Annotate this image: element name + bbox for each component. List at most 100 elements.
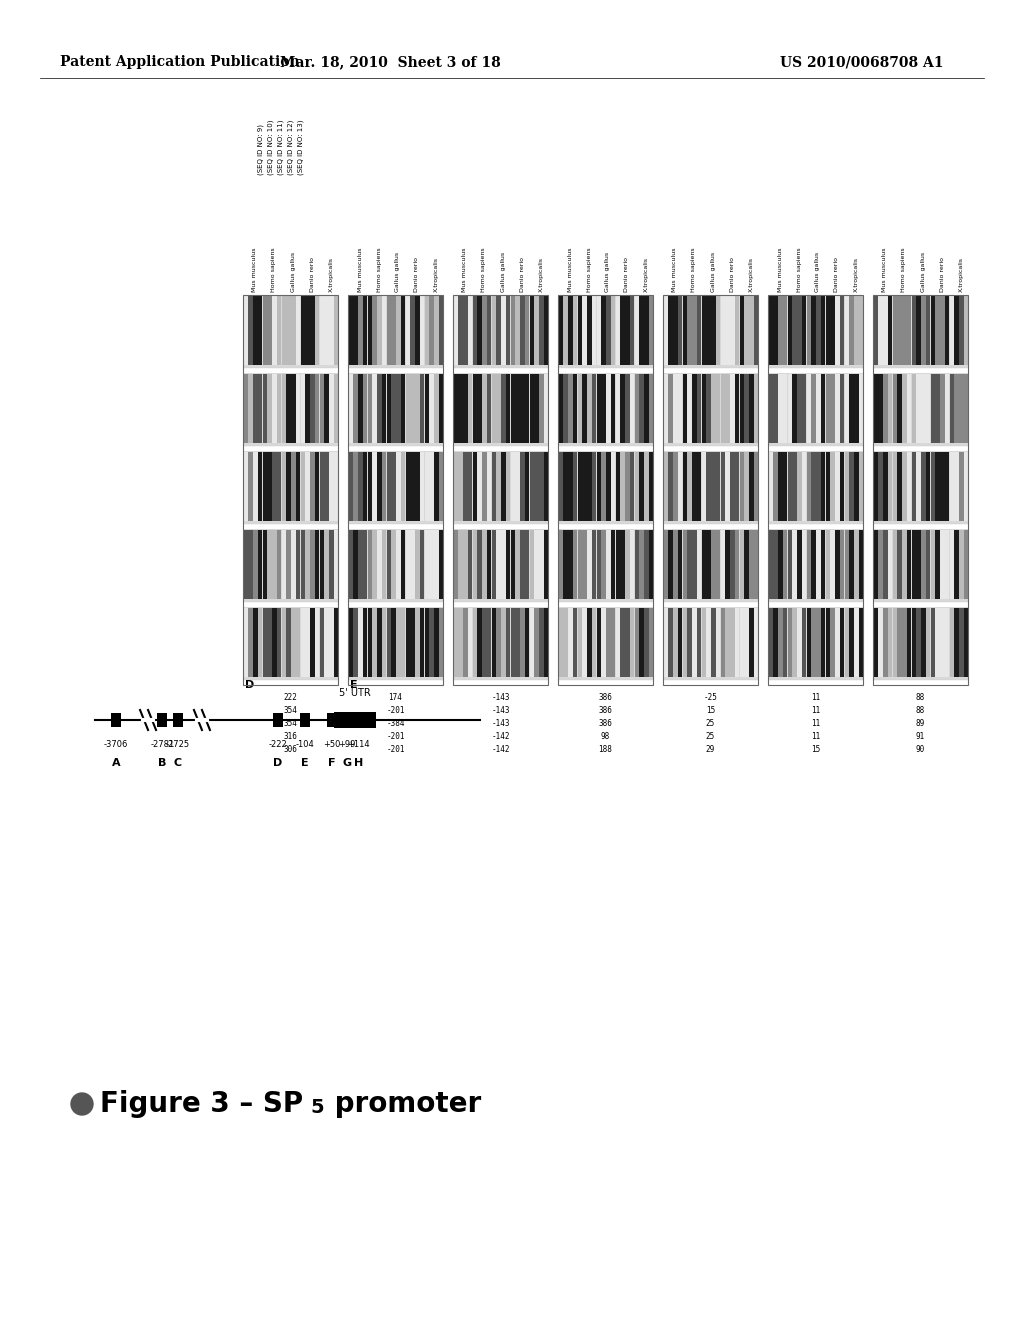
Bar (873, 609, 878, 677)
Bar (707, 296, 711, 364)
Bar (587, 296, 592, 364)
Bar (377, 609, 382, 677)
Bar (434, 296, 438, 364)
Bar (325, 374, 329, 442)
Bar (563, 531, 567, 599)
Bar (888, 531, 892, 599)
Bar (391, 451, 395, 520)
Bar (486, 531, 492, 599)
Bar (854, 531, 858, 599)
Bar (544, 531, 548, 599)
Bar (425, 374, 429, 442)
Bar (524, 374, 529, 442)
Bar (362, 531, 368, 599)
Bar (391, 531, 395, 599)
Bar (520, 531, 524, 599)
Bar (669, 296, 673, 364)
Bar (539, 374, 544, 442)
Bar (768, 609, 773, 677)
Bar (248, 451, 253, 520)
Bar (300, 296, 305, 364)
Bar (300, 451, 305, 520)
Text: promoter: promoter (325, 1090, 481, 1118)
Bar (687, 374, 692, 442)
Text: Mus musculus: Mus musculus (883, 248, 888, 292)
Text: US 2010/0068708 A1: US 2010/0068708 A1 (780, 55, 943, 69)
Bar (754, 451, 758, 520)
Bar (683, 451, 687, 520)
Text: 174: 174 (388, 693, 402, 702)
Bar (911, 531, 916, 599)
Bar (511, 451, 515, 520)
Text: 11: 11 (811, 733, 820, 741)
Bar (482, 374, 486, 442)
Bar (825, 451, 830, 520)
Bar (644, 531, 648, 599)
Bar (415, 296, 420, 364)
Bar (492, 609, 496, 677)
Bar (902, 451, 906, 520)
Bar (664, 296, 668, 364)
Bar (802, 296, 806, 364)
Text: Homo sapiens: Homo sapiens (481, 247, 486, 292)
Text: (SEQ ID NO: 10): (SEQ ID NO: 10) (268, 120, 274, 176)
Bar (558, 374, 563, 442)
Bar (816, 451, 820, 520)
Bar (902, 296, 906, 364)
Bar (625, 296, 630, 364)
Bar (396, 451, 400, 520)
Bar (744, 451, 749, 520)
Bar (630, 609, 634, 677)
Bar (644, 296, 648, 364)
Bar (415, 531, 420, 599)
Text: 306: 306 (284, 744, 297, 754)
Bar (854, 609, 858, 677)
Bar (621, 609, 625, 677)
Bar (935, 296, 940, 364)
Bar (663, 294, 758, 368)
Bar (362, 451, 368, 520)
Bar (267, 296, 271, 364)
Bar (678, 296, 682, 364)
Bar (778, 296, 782, 364)
Bar (386, 374, 391, 442)
Bar (635, 296, 639, 364)
Bar (768, 607, 863, 680)
Bar (454, 609, 458, 677)
Bar (888, 374, 892, 442)
Bar (272, 713, 283, 727)
Bar (921, 531, 926, 599)
Bar (310, 374, 314, 442)
Bar (511, 609, 515, 677)
Text: +114: +114 (347, 741, 370, 748)
Text: Homo sapiens: Homo sapiens (691, 247, 696, 292)
Bar (248, 531, 253, 599)
Bar (849, 451, 854, 520)
Bar (486, 296, 492, 364)
Bar (749, 296, 754, 364)
Bar (310, 531, 314, 599)
Bar (300, 531, 305, 599)
Bar (673, 296, 678, 364)
Bar (964, 609, 969, 677)
Bar (472, 374, 477, 442)
Bar (639, 296, 644, 364)
Bar (572, 609, 578, 677)
Text: 88: 88 (915, 706, 925, 715)
Text: E: E (350, 680, 357, 690)
Bar (497, 374, 501, 442)
Bar (739, 374, 744, 442)
Text: -142: -142 (492, 733, 510, 741)
Bar (964, 296, 969, 364)
Bar (630, 296, 634, 364)
Bar (716, 609, 720, 677)
Text: Danio rerio: Danio rerio (939, 257, 944, 292)
Bar (949, 451, 954, 520)
Bar (453, 374, 548, 446)
Bar (845, 296, 849, 364)
Bar (368, 451, 372, 520)
Bar (296, 609, 300, 677)
Bar (793, 451, 797, 520)
Bar (438, 451, 443, 520)
Bar (610, 531, 615, 599)
